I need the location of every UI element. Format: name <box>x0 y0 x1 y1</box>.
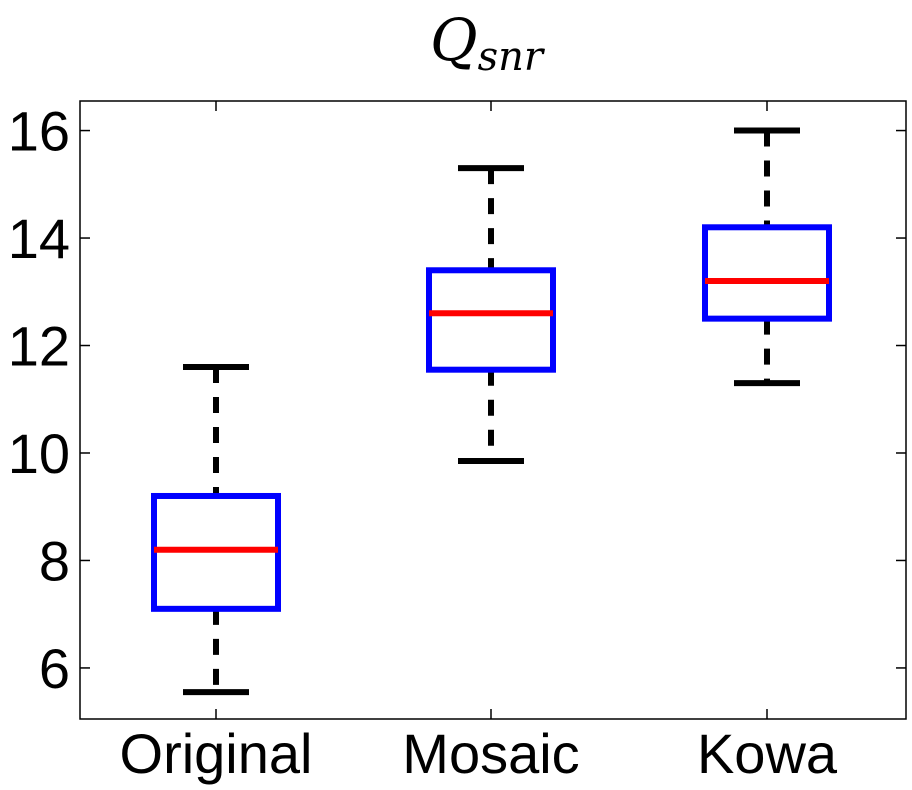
y-tick-label: 10 <box>8 422 70 485</box>
box <box>426 267 556 373</box>
box-group <box>702 127 832 387</box>
y-tick-label: 16 <box>8 100 70 163</box>
chart-title: Qsnr <box>430 6 546 80</box>
x-axis: Original Mosaic Kowa <box>120 101 838 785</box>
y-tick-label: 14 <box>8 207 70 270</box>
box-group <box>151 364 281 696</box>
plot-area <box>79 100 907 720</box>
y-tick-label: 12 <box>8 315 70 378</box>
y-tick-label: 6 <box>39 637 70 700</box>
boxes <box>151 127 832 696</box>
x-tick-label: Mosaic <box>402 722 579 785</box>
x-tick-label: Original <box>120 722 313 785</box>
y-axis: 6 8 10 12 14 16 <box>8 100 906 700</box>
box <box>702 224 832 322</box>
x-tick-label: Kowa <box>697 722 838 785</box>
y-tick-label: 8 <box>39 529 70 592</box>
box-group <box>426 165 556 465</box>
